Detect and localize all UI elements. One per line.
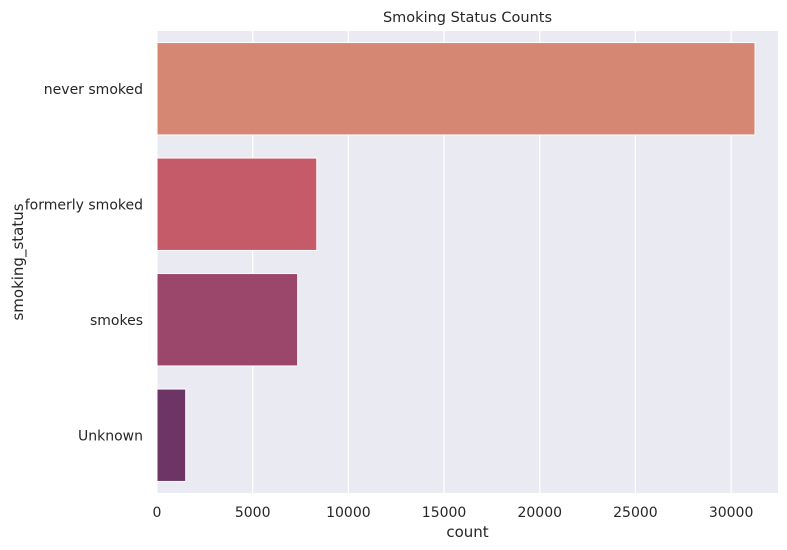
tick-labels: 0 5000 10000 15000 20000 25000 30000 never smok… [25,82,754,521]
bar-formerly-smoked [156,157,318,251]
bar-unknown [156,388,187,482]
x-tick-label: 15000 [422,505,467,521]
y-tick-label: formerly smoked [25,197,143,213]
y-axis-label: smoking_status [9,203,28,320]
y-tick-label: smokes [90,313,143,329]
x-tick-label: 10000 [326,505,371,521]
x-axis-label: count [446,523,488,541]
bar-smokes [156,273,299,367]
x-tick-label: 30000 [709,505,754,521]
x-tick-label: 20000 [517,505,562,521]
chart-title: Smoking Status Counts [383,10,552,26]
y-tick-label: Unknown [78,428,143,444]
bars [156,42,756,482]
y-tick-label: never smoked [44,82,143,98]
x-tick-label: 25000 [613,505,658,521]
x-tick-label: 5000 [235,505,271,521]
bar-never-smoked [156,42,756,136]
x-tick-label: 0 [153,505,162,521]
